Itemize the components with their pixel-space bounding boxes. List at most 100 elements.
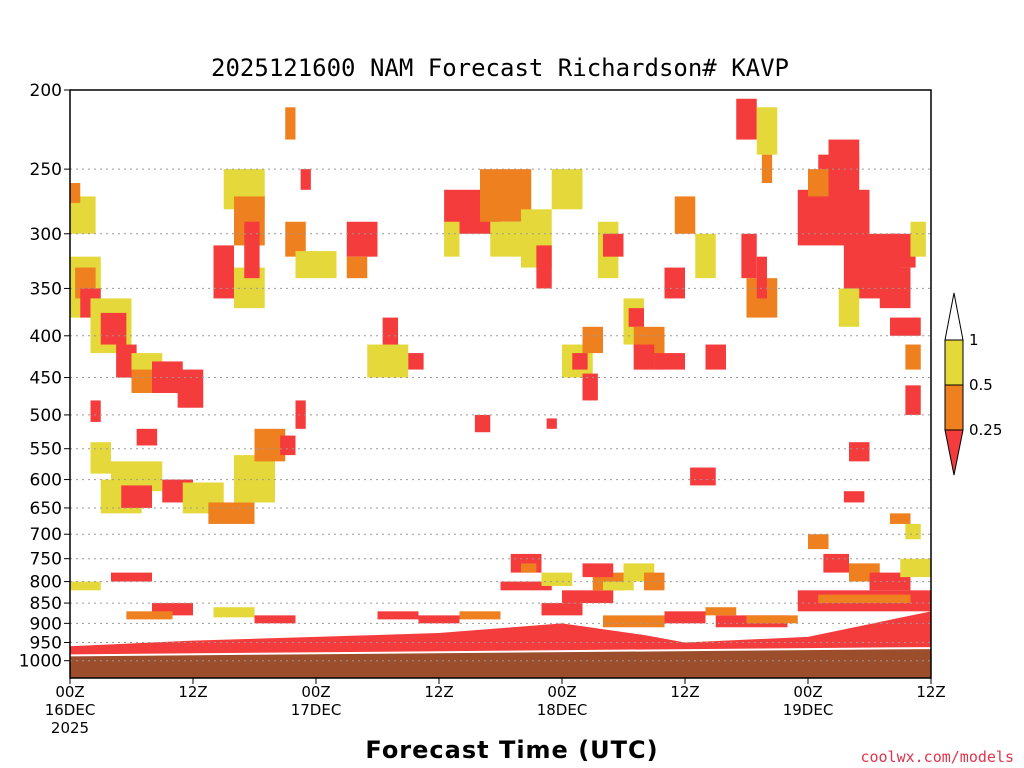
y-tick-label: 200 xyxy=(30,81,62,101)
ri-cell xyxy=(756,107,778,155)
legend-bottom-arrow xyxy=(944,429,964,476)
x-tick-label: 2025 xyxy=(51,719,89,737)
ri-cell xyxy=(828,139,860,170)
ri-cell xyxy=(131,369,152,393)
ri-cell xyxy=(254,615,296,624)
ri-cell xyxy=(690,467,716,486)
ri-cell xyxy=(126,611,173,620)
ri-cell xyxy=(582,326,603,354)
legend-top-arrow xyxy=(944,292,964,341)
ri-cell xyxy=(823,553,849,573)
ri-cell xyxy=(280,435,296,456)
ri-cell xyxy=(905,385,921,415)
ri-cell xyxy=(213,607,255,618)
y-tick-label: 700 xyxy=(30,525,62,545)
ri-cell xyxy=(295,251,337,279)
ri-cell xyxy=(664,611,706,624)
ri-cell xyxy=(382,317,398,354)
ground-top-line xyxy=(69,647,932,657)
ri-cell xyxy=(300,169,311,190)
x-tick-label: 12Z xyxy=(916,683,945,701)
ri-cell xyxy=(500,581,552,591)
x-tick-label: 00Z xyxy=(55,683,84,701)
legend-swatch-high xyxy=(944,339,964,386)
ri-cell xyxy=(490,221,521,257)
ri-cell xyxy=(808,534,829,550)
legend-label: 0.25 xyxy=(969,421,1002,439)
ri-cell xyxy=(603,233,624,257)
ri-cell xyxy=(90,442,111,474)
ri-cell xyxy=(736,98,757,140)
x-tick-label: 19DEC xyxy=(783,701,834,719)
ri-cell xyxy=(838,288,860,327)
ri-cell xyxy=(346,221,378,257)
y-tick-label: 1000 xyxy=(19,652,62,672)
ri-cell xyxy=(213,245,234,299)
y-tick-label: 300 xyxy=(30,225,62,245)
y-tick-label: 600 xyxy=(30,471,62,491)
ri-cell xyxy=(408,353,424,370)
ri-cell xyxy=(136,428,158,446)
ri-cell xyxy=(541,603,583,616)
ri-cell xyxy=(695,233,716,279)
ri-cell xyxy=(705,607,737,616)
y-axis: 200 250 300 350 400 450 500 550 600 650 700 750 8008… xyxy=(19,81,70,672)
ri-cell xyxy=(70,183,81,203)
ri-cell xyxy=(177,369,204,408)
y-tick-label: 350 xyxy=(30,279,62,299)
ri-cell xyxy=(474,414,491,433)
y-tick-label: 450 xyxy=(30,369,62,389)
ri-cell xyxy=(756,256,767,299)
ri-cell xyxy=(890,317,921,336)
ri-cell xyxy=(849,442,870,462)
ri-cell xyxy=(459,611,501,620)
ri-cell xyxy=(521,563,537,573)
ri-cell xyxy=(808,169,829,197)
ri-cell xyxy=(121,485,152,508)
x-axis-label: Forecast Time (UTC) xyxy=(365,736,658,764)
ri-cell xyxy=(285,221,306,257)
ri-cell xyxy=(582,563,614,578)
y-tick-label: 800 xyxy=(30,573,62,593)
ri-cell xyxy=(208,502,255,524)
ri-cell xyxy=(905,523,921,540)
y-tick-label: 250 xyxy=(30,160,62,180)
ri-cell xyxy=(900,558,931,578)
x-tick-label: 16DEC xyxy=(45,701,96,719)
x-tick-label: 00Z xyxy=(793,683,822,701)
y-tick-label: 850 xyxy=(30,594,62,614)
ri-cell xyxy=(367,344,409,378)
x-tick-label: 12Z xyxy=(670,683,699,701)
ri-cell xyxy=(905,344,921,370)
ri-cell xyxy=(746,615,798,624)
ri-cell xyxy=(377,611,419,620)
ri-cell xyxy=(285,107,296,140)
y-tick-label: 750 xyxy=(30,550,62,570)
ri-cell xyxy=(910,221,926,257)
x-tick-label: 18DEC xyxy=(537,701,588,719)
ri-cell xyxy=(603,615,665,628)
legend-label: 1 xyxy=(969,331,979,349)
ri-cell xyxy=(551,169,583,210)
ri-cell xyxy=(541,572,573,586)
ri-cell xyxy=(628,308,644,327)
y-tick-label: 900 xyxy=(30,614,62,634)
ri-cell xyxy=(70,581,101,591)
ri-cell xyxy=(890,513,911,524)
chart-title: 2025121600 NAM Forecast Richardson# KAVP xyxy=(211,54,789,82)
ri-cell xyxy=(111,572,152,582)
ri-cell xyxy=(100,312,127,345)
y-tick-label: 500 xyxy=(30,406,62,426)
ri-cell xyxy=(674,196,696,234)
x-tick-label: 12Z xyxy=(424,683,453,701)
x-tick-label: 00Z xyxy=(547,683,576,701)
plot-frame xyxy=(69,89,932,679)
ri-cell xyxy=(546,418,557,429)
y-tick-label: 650 xyxy=(30,499,62,519)
ri-cell xyxy=(664,267,685,299)
credit-text: coolwx.com/models xyxy=(860,748,1014,766)
ri-cell xyxy=(536,245,552,289)
ri-cell xyxy=(234,455,275,503)
ground-fill xyxy=(70,648,931,678)
